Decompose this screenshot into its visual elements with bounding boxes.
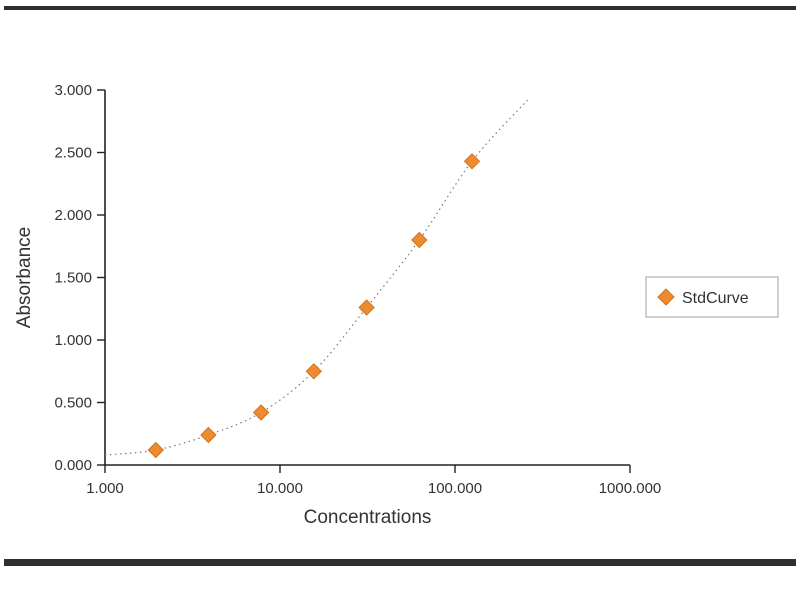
window-top-border <box>4 6 796 10</box>
data-point-marker <box>200 426 217 444</box>
y-tick-label: 1.000 <box>54 332 92 349</box>
window-bottom-border <box>4 559 796 566</box>
x-tick-label: 100.000 <box>428 480 482 497</box>
data-point-marker <box>147 441 165 459</box>
x-tick-label: 10.000 <box>257 480 303 497</box>
data-point-marker <box>358 299 375 316</box>
y-tick-label: 2.000 <box>54 207 92 224</box>
y-tick-label: 2.500 <box>54 145 92 162</box>
x-tick-label: 1000.000 <box>599 480 662 497</box>
data-point-marker <box>305 363 323 380</box>
y-tick-label: 3.000 <box>54 82 92 99</box>
data-point-marker <box>411 231 428 249</box>
axis-line <box>104 90 630 466</box>
x-tick-label: 1.000 <box>86 480 124 497</box>
data-point-marker <box>252 404 270 421</box>
y-tick-label: 0.000 <box>54 457 92 474</box>
y-tick-label: 1.500 <box>54 270 92 287</box>
legend-marker-icon <box>657 288 675 306</box>
legend-label: StdCurve <box>682 290 749 307</box>
y-tick-label: 0.500 <box>54 395 92 412</box>
x-axis-title: Concentrations <box>304 507 432 528</box>
y-axis-title: Absorbance <box>14 227 35 328</box>
fit-curve-line <box>104 99 529 456</box>
data-point-marker <box>463 153 481 170</box>
